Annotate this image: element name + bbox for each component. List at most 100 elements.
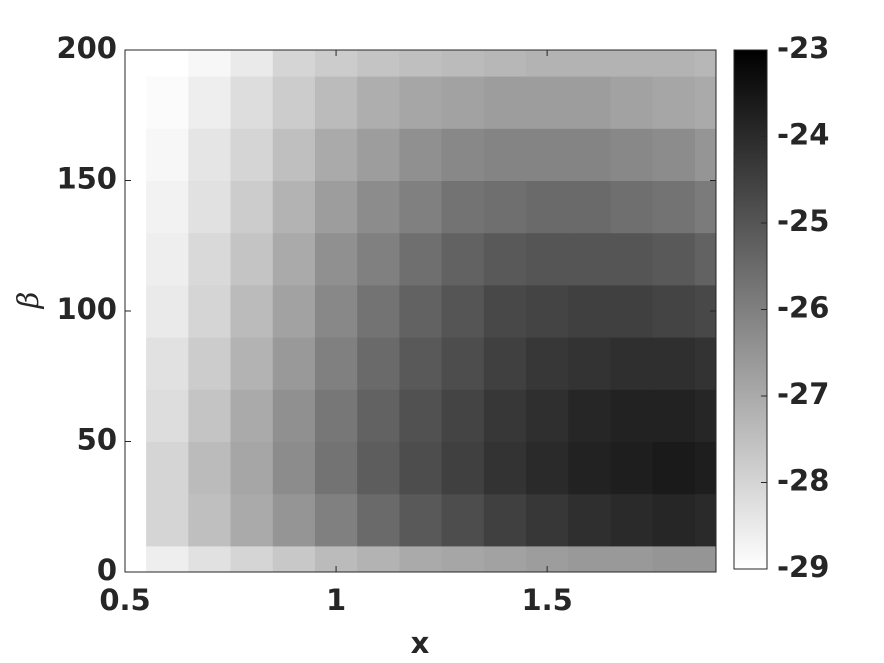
contour-cell [125, 232, 147, 286]
x-tick-label: 1 [326, 583, 346, 617]
contour-cell [610, 441, 654, 495]
contour-cell [230, 545, 274, 572]
contour-cell [568, 232, 611, 286]
contour-cell [610, 76, 654, 129]
contour-cell [146, 50, 189, 77]
contour-cell [526, 493, 569, 547]
contour-cell [526, 284, 569, 338]
contour-cell [441, 284, 485, 338]
contour-cell [188, 441, 232, 495]
contour-cell [483, 389, 527, 442]
contour-cell [399, 76, 443, 129]
contour-cell [125, 284, 147, 338]
contour-cell [146, 180, 189, 234]
contour-cell [230, 284, 274, 338]
contour-cell [483, 337, 527, 390]
contour-cell [146, 493, 189, 547]
y-tick-label: 150 [56, 162, 117, 196]
colorbar-tick-label: -26 [777, 291, 829, 325]
x-axis-label: x [411, 626, 430, 660]
contour-cell [230, 128, 274, 181]
y-tick-label: 0 [97, 553, 117, 587]
contour-cell [610, 545, 654, 572]
contour-cell [568, 493, 611, 547]
contour-cell [125, 389, 147, 442]
colorbar-tick-label: -24 [777, 118, 829, 152]
contour-cell [272, 128, 316, 181]
contour-cell [357, 441, 400, 495]
colorbar-tick-label: -25 [777, 204, 829, 238]
contour-cell [694, 441, 716, 495]
contour-cell [357, 180, 400, 234]
contour-cell [568, 284, 611, 338]
contour-cell [357, 337, 400, 390]
contour-cell [125, 545, 147, 572]
contour-cell [314, 128, 358, 181]
contour-cell [399, 128, 443, 181]
contour-cell [188, 545, 232, 572]
contour-cell [146, 128, 189, 181]
contour-cell [272, 180, 316, 234]
colorbar-tick-label: -27 [777, 377, 829, 411]
contour-cell [694, 180, 716, 234]
contour-cell [483, 76, 527, 129]
contour-cell [314, 337, 358, 390]
contour-cell [314, 50, 358, 77]
contour-cell [314, 493, 358, 547]
contour-cell [652, 545, 696, 572]
contour-field [125, 50, 716, 572]
contour-cell [188, 232, 232, 286]
contour-cell [399, 180, 443, 234]
contour-cell [146, 441, 189, 495]
contour-cell [441, 50, 485, 77]
contour-cell [694, 284, 716, 338]
contour-cell [146, 337, 189, 390]
contour-cell [188, 493, 232, 547]
contour-cell [230, 76, 274, 129]
contour-cell [357, 50, 400, 77]
contour-cell [314, 389, 358, 442]
contour-cell [483, 545, 527, 572]
contour-cell [125, 50, 147, 77]
contour-cell [125, 493, 147, 547]
contour-cell [188, 50, 232, 77]
contour-cell [272, 232, 316, 286]
contour-cell [610, 50, 654, 77]
contour-cell [357, 232, 400, 286]
contour-cell [125, 128, 147, 181]
contour-cell [526, 389, 569, 442]
contour-cell [610, 493, 654, 547]
y-axis-label: β [11, 292, 45, 310]
contour-cell [146, 545, 189, 572]
contour-cell [399, 493, 443, 547]
contour-cell [652, 284, 696, 338]
contour-cell [146, 389, 189, 442]
contour-cell [610, 389, 654, 442]
contour-cell [652, 128, 696, 181]
contour-cell [125, 337, 147, 390]
contour-cell [483, 50, 527, 77]
contour-cell [526, 76, 569, 129]
contour-cell [610, 232, 654, 286]
contour-cell [230, 389, 274, 442]
y-tick-label: 100 [56, 292, 117, 326]
contour-cell [272, 389, 316, 442]
contour-cell [230, 493, 274, 547]
contour-cell [146, 232, 189, 286]
contour-cell [483, 128, 527, 181]
contour-cell [694, 337, 716, 390]
contour-cell [188, 76, 232, 129]
contour-cell [441, 389, 485, 442]
contour-cell [230, 50, 274, 77]
contour-cell [441, 232, 485, 286]
contour-cell [399, 389, 443, 442]
contour-cell [441, 441, 485, 495]
contour-cell [568, 76, 611, 129]
contour-cell [399, 232, 443, 286]
contour-cell [610, 128, 654, 181]
contour-cell [652, 337, 696, 390]
contour-cell [483, 180, 527, 234]
contour-cell [526, 441, 569, 495]
contour-cell [568, 128, 611, 181]
contour-cell [694, 50, 716, 77]
